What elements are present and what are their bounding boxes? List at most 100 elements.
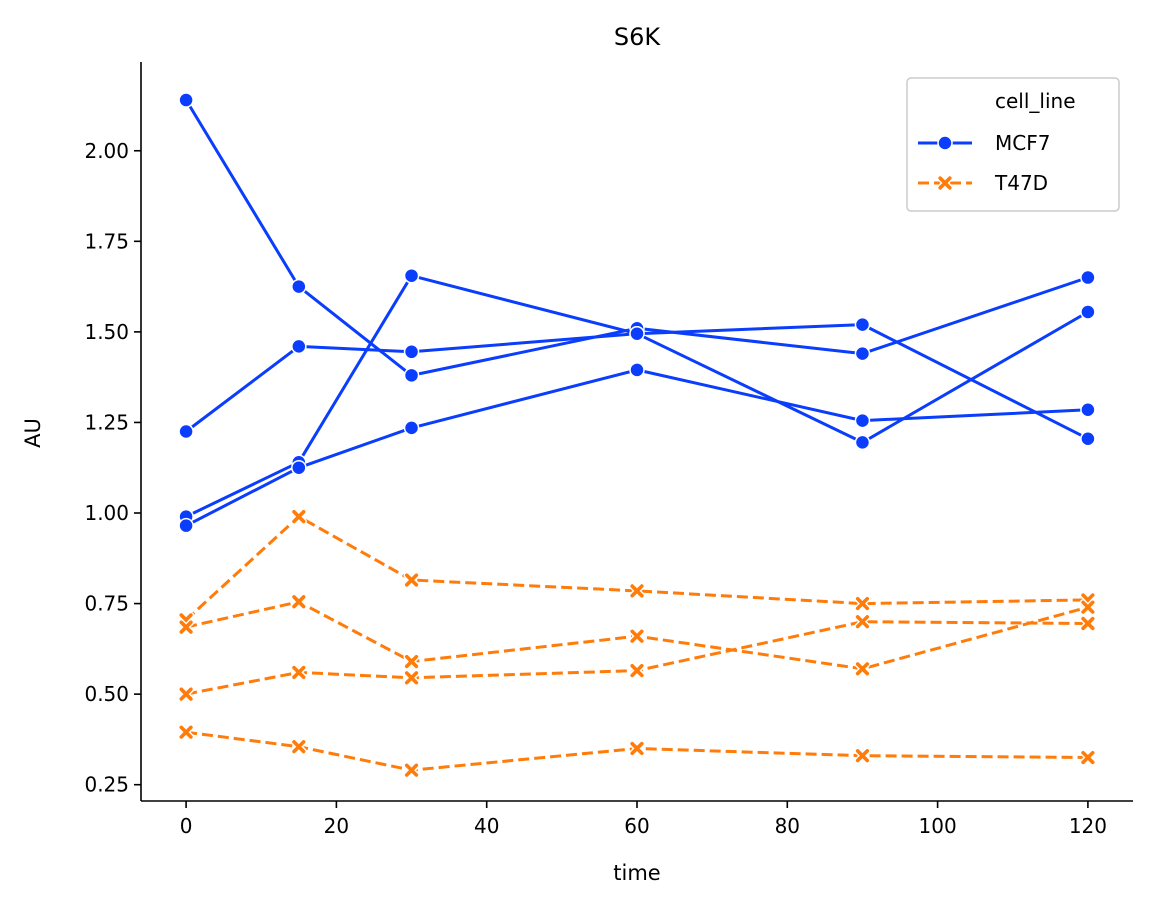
legend-title: cell_line: [995, 89, 1076, 113]
legend-frame: [906, 77, 1120, 212]
series-line: [184, 99, 1089, 377]
series-mcf7-4: [178, 362, 1096, 534]
marker-stroke: [630, 741, 644, 756]
data-point: [1079, 749, 1096, 766]
data-point: [854, 660, 871, 677]
marker-stroke: [292, 740, 306, 754]
y-tick-label: 1.75: [84, 229, 129, 253]
data-point: [178, 423, 194, 440]
marks-layer: [178, 92, 1096, 779]
chart-title: S6K: [614, 23, 662, 51]
data-point: [403, 267, 420, 284]
legend-marker-mcf7: [937, 135, 953, 151]
series-t47d-4: [178, 724, 1096, 779]
data-point: [291, 338, 307, 355]
data-point: [291, 459, 307, 476]
x-tick-label: 0: [180, 814, 193, 838]
series-line: [185, 274, 1089, 518]
data-point: [1080, 402, 1096, 418]
marker-stroke: [630, 663, 644, 678]
data-point: [854, 434, 871, 451]
marker-stroke: [179, 620, 193, 634]
x-tick-label: 40: [474, 814, 499, 838]
data-point: [1080, 430, 1096, 447]
legend-label-t47d: T47D: [994, 171, 1048, 195]
y-tick-label: 0.50: [84, 682, 129, 706]
data-point: [403, 653, 420, 670]
legend-label-mcf7: MCF7: [995, 131, 1050, 155]
series-t47d-3: [178, 613, 1096, 703]
marker-stroke: [292, 665, 306, 679]
data-point: [628, 582, 646, 599]
data-point: [1080, 269, 1096, 286]
x-tick-label: 60: [624, 814, 649, 838]
marker-stroke: [938, 176, 952, 190]
y-tick-label: 0.75: [84, 592, 129, 616]
series-mcf7-2: [178, 316, 1096, 447]
data-point: [291, 278, 307, 295]
y-tick-label: 1.00: [84, 501, 129, 525]
data-point: [629, 325, 645, 342]
data-point: [854, 316, 871, 333]
data-point: [854, 345, 871, 362]
data-point: [178, 92, 194, 108]
x-tick-label: 80: [775, 814, 800, 838]
axes-layer: 0 20 40 60 80 100 120 0.25 0.50 0.75 1.00 1.25 1.50 1…: [84, 62, 1133, 838]
data-point: [290, 508, 307, 525]
marker-stroke: [1081, 750, 1095, 765]
data-point: [178, 724, 195, 741]
data-point: [403, 762, 420, 779]
data-point: [1080, 304, 1096, 320]
x-tick-label: 120: [1069, 814, 1107, 838]
data-point: [629, 362, 645, 378]
marker-stroke: [292, 510, 306, 524]
marker-stroke: [1081, 616, 1095, 631]
data-point: [403, 420, 420, 436]
series-t47d-2: [178, 593, 1096, 677]
marker-stroke: [855, 749, 870, 763]
data-point: [178, 619, 195, 636]
y-tick-label: 1.25: [84, 410, 129, 434]
data-point: [628, 740, 646, 757]
y-tick-label: 2.00: [84, 139, 129, 163]
series-line: [185, 620, 1088, 696]
data-point: [290, 664, 307, 681]
x-tick-label: 100: [919, 814, 957, 838]
legend: cell_line MCF7 T47D: [906, 77, 1120, 212]
series-t47d-1: [178, 508, 1096, 628]
data-point: [1079, 599, 1096, 616]
series-line: [185, 600, 1089, 671]
marker-stroke: [855, 662, 870, 676]
series-line: [185, 323, 1089, 441]
data-point: [403, 669, 420, 686]
marker-stroke: [179, 687, 193, 701]
data-point: [854, 412, 871, 429]
data-point: [290, 738, 307, 755]
marker-stroke: [292, 595, 306, 609]
data-point: [290, 593, 307, 610]
data-point: [854, 747, 871, 764]
marker-stroke: [404, 573, 419, 587]
y-axis-label: AU: [21, 418, 45, 448]
data-point: [178, 686, 195, 703]
data-point: [178, 517, 194, 534]
data-point: [1079, 615, 1096, 632]
marker-stroke: [404, 654, 419, 669]
y-tick-label: 0.25: [84, 773, 129, 797]
data-point: [403, 367, 420, 384]
marker-stroke: [404, 671, 419, 685]
y-tick-label: 1.50: [84, 320, 129, 344]
series-mcf7-3: [178, 267, 1096, 525]
marker-stroke: [855, 615, 870, 629]
marker-stroke: [630, 584, 644, 598]
x-tick-label: 20: [324, 814, 349, 838]
marker-stroke: [179, 725, 193, 739]
series-line: [185, 515, 1088, 622]
marker-stroke: [404, 763, 419, 777]
data-point: [403, 344, 420, 360]
series-line: [185, 730, 1088, 772]
marker-stroke: [1081, 600, 1095, 614]
data-point: [628, 628, 646, 645]
legend-marker-t47d: [936, 174, 954, 192]
